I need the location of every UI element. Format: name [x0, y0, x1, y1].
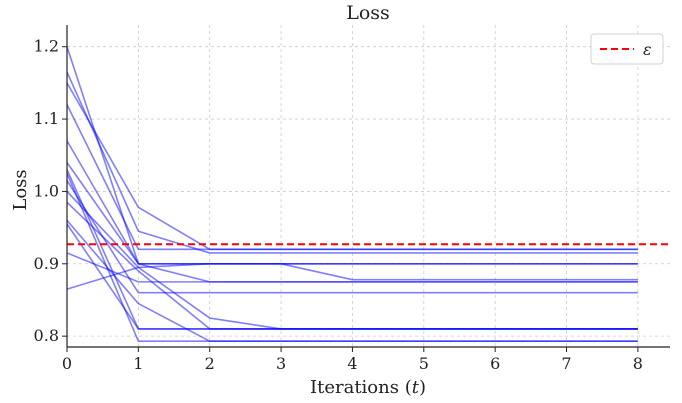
x-tick-label-7: 7 — [561, 354, 571, 373]
legend-label-epsilon: ε — [643, 40, 652, 59]
x-tick-label-1: 1 — [133, 354, 143, 373]
y-axis-title: Loss — [10, 169, 31, 210]
loss-series-4 — [66, 104, 638, 251]
series-layer — [66, 46, 638, 343]
loss-series-12 — [66, 219, 638, 343]
x-tick-label-3: 3 — [276, 354, 286, 373]
loss-series-2 — [66, 71, 638, 254]
x-tick-label-4: 4 — [347, 354, 357, 373]
loss-series-5 — [66, 140, 638, 281]
x-tick-label-5: 5 — [419, 354, 429, 373]
y-tick-label-4: 1.2 — [34, 37, 59, 56]
x-axis-title: Iterations (t) — [310, 377, 426, 398]
x-tick-label-6: 6 — [490, 354, 500, 373]
y-ticks: 0.8 0.9 1.0 1.1 1.2 — [34, 37, 67, 345]
loss-series-15 — [66, 262, 638, 290]
y-tick-label-2: 1.0 — [34, 181, 59, 200]
loss-series-8 — [66, 173, 638, 343]
y-tick-label-1: 0.9 — [34, 254, 59, 273]
loss-series-9 — [66, 180, 638, 294]
x-ticks: 0 1 2 3 4 5 6 7 8 — [62, 347, 643, 373]
loss-series-14 — [66, 252, 638, 283]
x-tick-label-0: 0 — [62, 354, 72, 373]
x-tick-label-8: 8 — [633, 354, 643, 373]
legend: ε — [590, 33, 664, 65]
y-tick-label-3: 1.1 — [34, 109, 59, 128]
loss-series-13 — [66, 223, 638, 330]
grid — [66, 25, 670, 347]
x-tick-label-2: 2 — [205, 354, 215, 373]
y-tick-label-0: 0.8 — [34, 326, 59, 345]
chart-title: Loss — [346, 2, 390, 24]
